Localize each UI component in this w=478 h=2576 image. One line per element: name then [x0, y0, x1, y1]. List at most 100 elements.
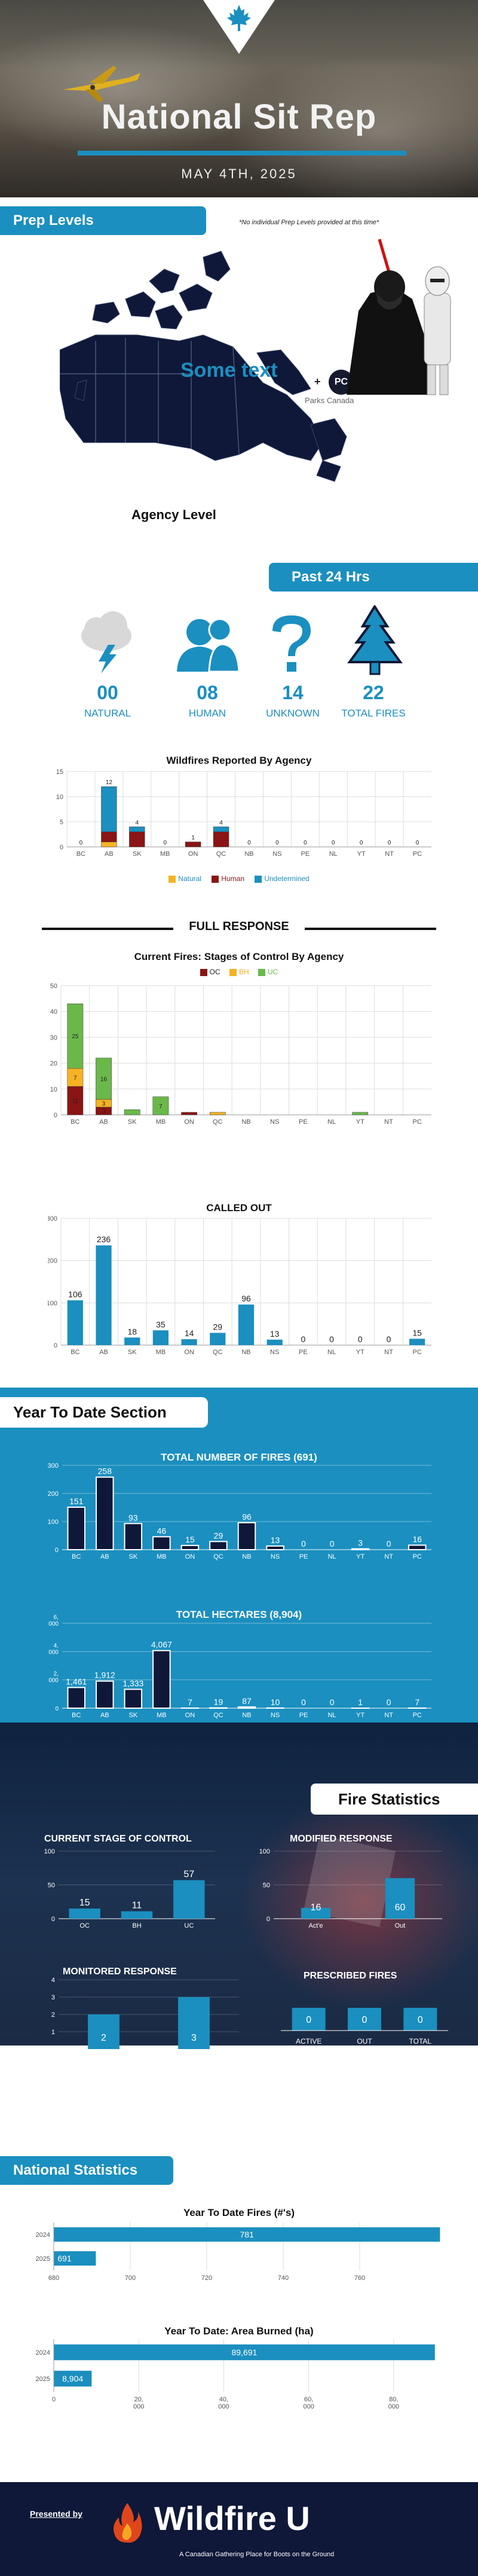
y-tick-label: 0: [51, 2046, 55, 2053]
x-tick-label: AB: [100, 1712, 109, 1719]
x-tick-label: AB: [100, 1553, 109, 1560]
header-banner: National Sit Rep MAY 4TH, 2025: [0, 0, 478, 197]
y-tick-label: 2024: [36, 2231, 50, 2239]
x-tick-label: PC: [413, 1553, 422, 1560]
data-label: 18: [127, 1327, 137, 1336]
data-label: 258: [98, 1467, 112, 1476]
data-label: 4,067: [151, 1640, 172, 1650]
total-fires-chart: 0100200300BC151AB258SK93MB46ON15QC29NB96…: [48, 1462, 431, 1560]
called-out-title: CALLED OUT: [206, 1202, 272, 1214]
national-stats-label: National Statistics: [0, 2156, 173, 2185]
data-label: 106: [68, 1289, 82, 1299]
bar: [69, 1909, 100, 1919]
x-tick-label: PC: [413, 1712, 422, 1719]
x-tick-label: SK: [133, 850, 142, 858]
x-tick-label: NS: [271, 1712, 280, 1719]
data-label: 1: [191, 835, 195, 842]
data-label: 4: [219, 819, 223, 826]
prep-levels-note: *No individual Prep Levels provided at t…: [239, 219, 379, 226]
x-tick-label: PE: [301, 850, 310, 858]
x-tick-label: ON: [188, 850, 198, 858]
figurine-image: [347, 239, 451, 395]
data-label: 0: [330, 1539, 335, 1548]
tree-icon: [347, 605, 403, 675]
bar: [152, 1330, 169, 1345]
data-label: 15: [412, 1328, 422, 1337]
bar: [152, 1536, 171, 1551]
y-tick-label: 40: [50, 1008, 57, 1016]
x-tick-label: Act'e: [308, 1922, 323, 1929]
bar-segment: [96, 1057, 112, 1100]
x-tick-label: ON: [184, 1118, 194, 1126]
data-label: 0: [387, 1697, 391, 1707]
title-underline: [78, 151, 406, 156]
x-tick-label: Active: [95, 2053, 113, 2060]
legend-uc: UC: [258, 968, 278, 976]
bar: [67, 1300, 83, 1345]
bar-segment: [352, 1112, 369, 1115]
y-tick-label: 0: [51, 1916, 55, 1923]
bar: [54, 2227, 440, 2242]
data-label: 93: [128, 1513, 138, 1522]
data-label: 11: [132, 1901, 142, 1911]
y-tick-label: 2025: [36, 2376, 50, 2383]
bar: [173, 1880, 205, 1919]
data-label: 35: [156, 1319, 166, 1329]
natural-label: NATURAL: [84, 708, 131, 719]
reported-chart: 0 5 10 15 BC 0 AB 12 SK 4 MB 0 ON 1 QC 4 NB 0 NS 0 PE 0 NL 0 YT 0…: [56, 769, 431, 858]
natural-count: 00: [97, 682, 118, 703]
data-label: 13: [271, 1535, 280, 1545]
x-tick-label: ACTIVE: [296, 2037, 321, 2045]
bar-segment: [101, 842, 117, 848]
x-tick-label: QC: [213, 1118, 223, 1126]
x-tick-label: PC: [413, 1118, 422, 1126]
x-tick-label: 720: [201, 2275, 212, 2282]
stage-control-chart: 0 50 100 OC 15 BH 11 UC 57: [44, 1848, 215, 1929]
bar: [266, 1545, 284, 1550]
data-label: 691: [57, 2254, 72, 2263]
bar: [88, 2014, 120, 2049]
data-label: 13: [270, 1329, 280, 1339]
data-label: 0: [306, 2015, 311, 2025]
y-tick-label: 50: [50, 983, 57, 990]
y-tick-label: 30: [50, 1034, 57, 1041]
y-tick-label: 5: [60, 819, 63, 826]
x-tick-label: BC: [72, 1712, 81, 1719]
bar: [96, 1476, 114, 1551]
legend-bh: BH: [229, 968, 249, 976]
y-tick-label: 20: [50, 1060, 57, 1068]
x-tick-label: SK: [129, 1712, 138, 1719]
data-label: 0: [330, 1697, 335, 1707]
called-out-chart: 0 100 200 300 BC 106 AB 236 SK 18 MB 35 ON 14 QC 29 NB 96…: [48, 1215, 431, 1356]
y-tick-label: 3: [51, 1994, 55, 2001]
stages-legend: OC BH UC: [0, 968, 478, 976]
x-tick-label: PE: [299, 1349, 308, 1356]
y-tick-label: 4,: [54, 1642, 59, 1649]
x-tick-label: 20,: [134, 2396, 143, 2403]
bar: [152, 1650, 171, 1709]
y-tick-label: 0: [54, 1112, 57, 1119]
ytd-section: [0, 1388, 478, 1723]
bar: [292, 2008, 326, 2031]
y-tick-label: 300: [48, 1215, 57, 1223]
bar: [409, 1339, 425, 1345]
legend-undetermined: Undetermined: [255, 874, 310, 883]
human-count: 08: [197, 682, 218, 703]
y-tick-label: 200: [48, 1258, 57, 1265]
data-label: 0: [332, 840, 335, 846]
monitored-response-chart: 0 1 2 3 4 Active 2 Out 3: [51, 1977, 239, 2060]
x-tick-label: YT: [356, 1553, 364, 1560]
bar-segment: [209, 1112, 226, 1115]
canada-map: [60, 251, 347, 482]
y-tick-label: 10: [56, 794, 63, 801]
y-tick-label: 100: [48, 1300, 57, 1307]
x-tick-label: NL: [327, 1118, 336, 1126]
smoke-overlay-2: [227, 54, 478, 197]
x-tick-label: PC: [413, 850, 422, 858]
data-label: 0: [329, 1334, 334, 1344]
data-label: 0: [388, 840, 391, 846]
x-tick-label: PE: [299, 1118, 308, 1126]
monitored-response-title: MONITORED RESPONSE: [63, 1967, 177, 1977]
agency-level-label: Agency Level: [131, 507, 216, 522]
